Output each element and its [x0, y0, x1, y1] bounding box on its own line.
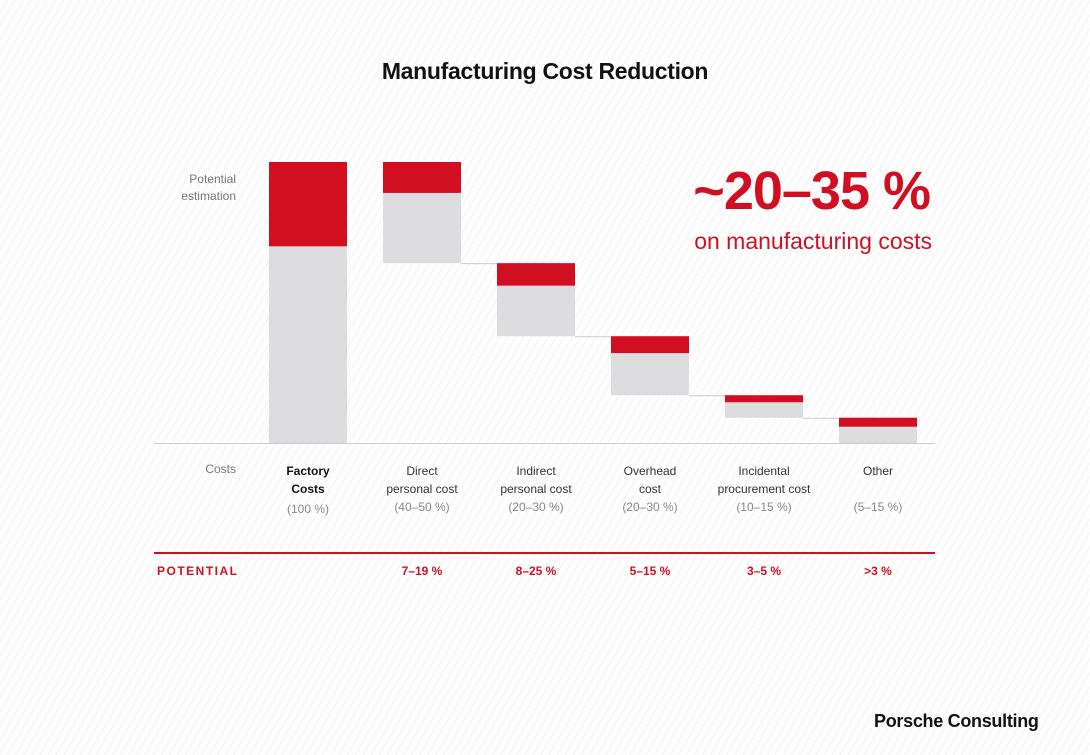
- bar-potential: [611, 336, 689, 354]
- category-label: Indirect personal cost (20–30 %): [476, 462, 596, 516]
- category-name: personal cost: [386, 482, 458, 496]
- bar-potential: [725, 395, 803, 403]
- category-name: Overhead: [623, 464, 677, 478]
- category-label: Factory Costs (100 %): [248, 462, 368, 518]
- bar-potential: [269, 162, 347, 247]
- potential-value: 3–5 %: [746, 564, 782, 578]
- category-name: Direct: [406, 464, 438, 478]
- chart-title: Manufacturing Cost Reduction: [381, 58, 709, 84]
- potential-value: >3 %: [864, 564, 892, 578]
- category-name: Costs: [291, 482, 325, 496]
- porsche-consulting-logo: Porsche Consulting: [874, 711, 1039, 731]
- category-name: Factory: [286, 464, 330, 478]
- category-label: Overhead cost (20–30 %): [590, 462, 710, 516]
- category-share: (5–15 %): [853, 500, 903, 514]
- y-axis-label: Potential estimation: [181, 172, 236, 203]
- potential-row-label: POTENTIAL: [157, 564, 239, 578]
- category-share: (20–30 %): [622, 500, 678, 514]
- bar-potential: [839, 417, 917, 427]
- category-name: Indirect: [516, 464, 556, 478]
- potential-divider: [154, 552, 935, 554]
- headline-value: ~20–35 %: [693, 161, 931, 221]
- category-name: [818, 480, 938, 498]
- potential-value: 8–25 %: [515, 564, 557, 578]
- category-name: Incidental: [738, 464, 790, 478]
- bar-potential: [497, 263, 575, 286]
- category-label: Direct personal cost (40–50 %): [362, 462, 482, 516]
- x-axis-label: Costs: [205, 462, 236, 476]
- potential-value: 5–15 %: [629, 564, 671, 578]
- bar-potential: [383, 162, 461, 193]
- category-share: (10–15 %): [736, 500, 792, 514]
- category-label: Incidental procurement cost (10–15 %): [704, 462, 824, 516]
- category-name: Other: [862, 464, 893, 478]
- category-name: cost: [638, 482, 661, 496]
- category-share: (100 %): [286, 502, 330, 516]
- category-name: procurement cost: [717, 482, 811, 496]
- category-name: personal cost: [500, 482, 572, 496]
- category-share: (20–30 %): [508, 500, 564, 514]
- category-share: (40–50 %): [394, 500, 450, 514]
- headline-subtitle: on manufacturing costs: [694, 228, 932, 254]
- potential-value: 7–19 %: [401, 564, 443, 578]
- category-label: Other (5–15 %): [818, 462, 938, 516]
